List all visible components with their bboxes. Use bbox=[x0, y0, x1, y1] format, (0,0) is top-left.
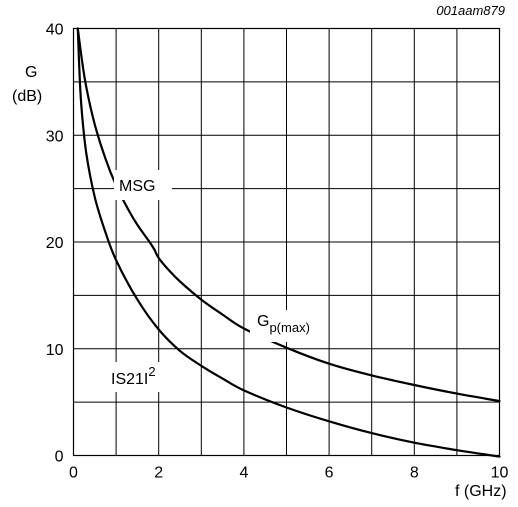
gp-label-subscript: p(max) bbox=[269, 320, 309, 335]
y-tick-label: 10 bbox=[46, 342, 64, 359]
s21-label-background bbox=[108, 362, 194, 392]
y-tick-label: 20 bbox=[46, 235, 64, 252]
gp-label-main: G bbox=[257, 313, 269, 330]
x-tick-label: 6 bbox=[325, 465, 334, 482]
x-tick-label: 2 bbox=[154, 465, 163, 482]
y-tick-label: 30 bbox=[46, 128, 64, 145]
x-tick-label: 10 bbox=[491, 465, 509, 482]
x-tick-labels: 0 2 4 6 8 10 bbox=[69, 465, 508, 482]
gridlines bbox=[73, 28, 500, 456]
figure-reference: 001aam879 bbox=[436, 3, 505, 18]
gp-label-background bbox=[250, 310, 328, 342]
y-tick-label: 0 bbox=[55, 449, 64, 466]
series-line-gp-max bbox=[153, 248, 501, 403]
y-axis-label-symbol: G bbox=[25, 64, 37, 81]
series-line-s21 bbox=[76, 27, 501, 458]
x-tick-label: 4 bbox=[239, 465, 248, 482]
x-axis-label: f (GHz) bbox=[455, 483, 507, 500]
y-tick-labels: 0 10 20 30 40 bbox=[46, 22, 64, 466]
series-label-msg: MSG bbox=[119, 178, 155, 195]
msg-label-background bbox=[114, 170, 172, 200]
series-lines bbox=[76, 27, 501, 458]
s21-label-superscript: 2 bbox=[148, 364, 155, 379]
series-label-s21: IS21I2 bbox=[111, 364, 156, 388]
x-tick-label: 0 bbox=[69, 465, 78, 482]
y-axis-label-unit: (dB) bbox=[12, 88, 42, 105]
y-tick-label: 40 bbox=[46, 22, 64, 39]
series-line-msg bbox=[76, 27, 156, 251]
s21-label-main: IS21I bbox=[111, 371, 148, 388]
plot-frame bbox=[72, 27, 501, 457]
x-tick-label: 8 bbox=[410, 465, 419, 482]
series-label-gp-max: Gp(max) bbox=[257, 313, 310, 335]
